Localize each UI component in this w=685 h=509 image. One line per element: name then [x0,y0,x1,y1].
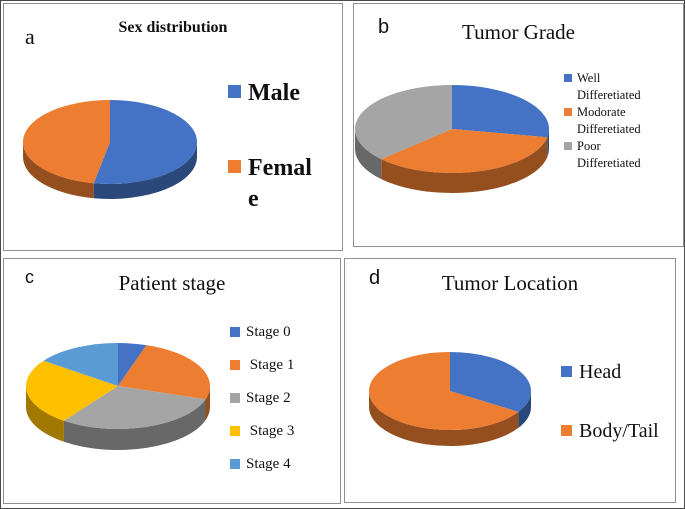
legend-marker-square [564,142,572,150]
pie-slice-side [381,137,548,193]
legend-label: Well Differetiated [577,71,641,102]
legend-item: Stage 1 [230,356,294,374]
pie-slice-male [93,99,198,184]
chart-title-tumor-grade: Tumor Grade [462,20,575,44]
pie-slice-side [355,129,382,180]
pie-slice-side [205,386,210,421]
legend-marker-square [564,108,572,116]
legend-label: Body/Tail [579,420,659,442]
pie-slice-side [369,391,519,446]
pie-slice-stage-2 [63,386,206,429]
panel-tumor-location: d Tumor Location Head Body/Tail [344,258,676,503]
pie-slice-stage-4 [43,343,118,386]
legend-label: Stage 1 [246,357,295,373]
legend-marker-square [228,85,241,98]
legend-marker-square [230,360,240,370]
panel-letter-b: b [378,16,390,38]
legend-item: Stage 0 [230,323,294,341]
panel-sex-distribution: a Sex distribution Male Femal e [3,3,343,251]
legend-marker-square [564,74,572,82]
legend-label: Modorate Differetiated [577,105,641,136]
legend-label: Male [248,80,300,106]
pie-slice-modorate-differetiated [381,129,548,173]
legend-marker-square [228,160,241,173]
panel-patient-stage: c Patient stage Stage 0 Stage 1 Stage 2 S… [3,258,341,504]
pie-slice-side [518,391,531,428]
pie-slice-head [450,352,531,412]
pie-slice-side [547,129,549,158]
legend-label: Head [579,361,622,383]
legend-item: Femal e [228,153,312,215]
legend-item: Stage 4 [230,455,294,473]
legend-tumor-location: Head Body/Tail [561,360,659,443]
legend-item: Stage 3 [230,422,294,440]
pie-chart-patient-stage [25,343,210,450]
panel-letter-a: a [25,24,35,49]
chart-title-patient-stage: Patient stage [118,271,226,295]
pie-chart-tumor-location [369,352,531,446]
chart-title-sex-distribution: Sex distribution [118,19,228,36]
legend-sex-distribution: Male Femal e [228,78,312,215]
pie-slice-stage-3 [25,360,119,421]
legend-tumor-grade: Well Differetiated Modorate Differetiated… [564,70,641,171]
pie-slice-body-tail [369,352,519,430]
pie-slice-side [26,386,64,442]
legend-item: Head [561,360,659,384]
legend-marker-square [230,426,240,436]
panel-letter-c: c [25,267,34,287]
legend-marker-square [230,393,240,403]
legend-label: Stage 4 [246,456,291,472]
pie-slice-stage-1 [118,345,210,400]
legend-item: Male [228,78,312,109]
legend-label: Poor Differetiated [577,139,641,170]
pie-slice-side [93,142,197,199]
legend-marker-square [561,425,572,436]
pie-chart-tumor-grade [355,85,549,193]
pie-slice-poor-differetiated [355,85,452,160]
legend-marker-square [230,327,240,337]
pie-chart-sex-distribution [23,99,198,199]
pie-slice-side [63,399,206,450]
legend-item: Body/Tail [561,419,659,443]
pie-slice-well-differetiated [452,85,549,138]
panel-tumor-grade: b Tumor Grade Well Differetiated Modorate… [353,3,684,247]
legend-label: Stage 2 [246,390,291,406]
pie-slice-stage-0 [118,343,147,386]
legend-item: Well Differetiated [564,70,641,103]
chart-title-tumor-location: Tumor Location [441,271,579,295]
legend-label: Femal e [248,155,312,212]
legend-marker-square [561,366,572,377]
legend-item: Poor Differetiated [564,138,641,171]
legend-label: Stage 3 [246,423,295,439]
legend-marker-square [230,459,240,469]
pie-slice-female [23,100,111,184]
legend-item: Stage 2 [230,389,294,407]
pie-slice-side [23,142,94,199]
panel-letter-d: d [369,267,381,289]
legend-patient-stage: Stage 0 Stage 1 Stage 2 Stage 3 Stage 4 [230,323,294,473]
legend-label: Stage 0 [246,324,291,340]
legend-item: Modorate Differetiated [564,104,641,137]
